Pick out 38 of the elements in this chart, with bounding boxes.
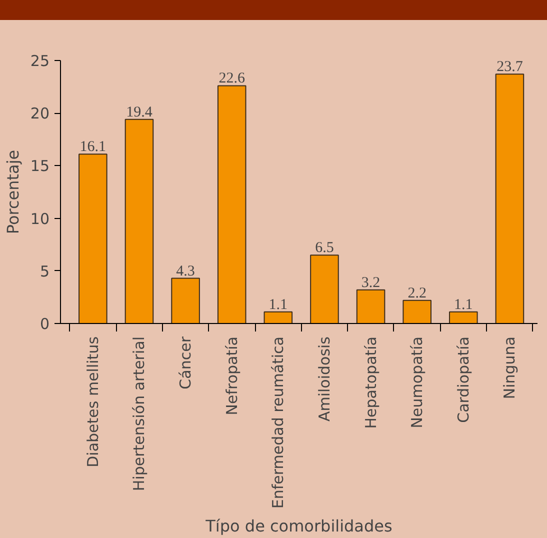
bar (310, 254, 339, 324)
data-label: 3.2 (361, 274, 380, 291)
data-label: 22.6 (218, 70, 246, 87)
data-label: 16.1 (80, 139, 106, 156)
x-tick-label: Ninguna (500, 336, 519, 400)
y-tick-label: 25 (30, 52, 50, 70)
data-label: 6.5 (315, 240, 334, 256)
bar (171, 278, 200, 324)
data-label: 23.7 (496, 59, 524, 76)
y-tick-label: 15 (30, 157, 50, 176)
x-axis-title: Típo de comorbilidades (204, 516, 392, 536)
x-tick-label: Amiloidosis (315, 336, 334, 422)
y-tick-label: 10 (30, 210, 50, 228)
bar (78, 154, 108, 324)
bar (124, 118, 154, 324)
data-label: 2.2 (408, 285, 426, 302)
x-tick-label: Cardiopatía (454, 336, 472, 423)
x-tick-label: Nefropatía (222, 336, 241, 416)
x-tick-label: Hipertensión arterial (130, 336, 148, 492)
x-tick-label: Hepatopatía (362, 336, 380, 429)
bar (495, 74, 524, 324)
bar (217, 85, 246, 324)
x-tick-label: Diabetes mellitus (84, 336, 102, 468)
bar (264, 311, 293, 324)
data-label: 19.4 (126, 104, 153, 120)
x-tick-label: Neumopatía (408, 336, 426, 428)
data-label: 1.1 (268, 296, 288, 313)
y-tick-label: 20 (30, 104, 50, 123)
y-axis-title: Porcentaje (3, 150, 22, 234)
bar (402, 300, 432, 324)
bar (356, 289, 386, 324)
data-label: 1.1 (454, 296, 473, 313)
y-tick-label: 5 (40, 262, 50, 280)
x-tick-label: Enfermedad reumática (269, 336, 288, 509)
bar (449, 311, 478, 324)
x-tick-label: Cáncer (176, 336, 195, 390)
data-label: 4.3 (176, 263, 195, 280)
y-tick-label: 0 (40, 315, 50, 333)
